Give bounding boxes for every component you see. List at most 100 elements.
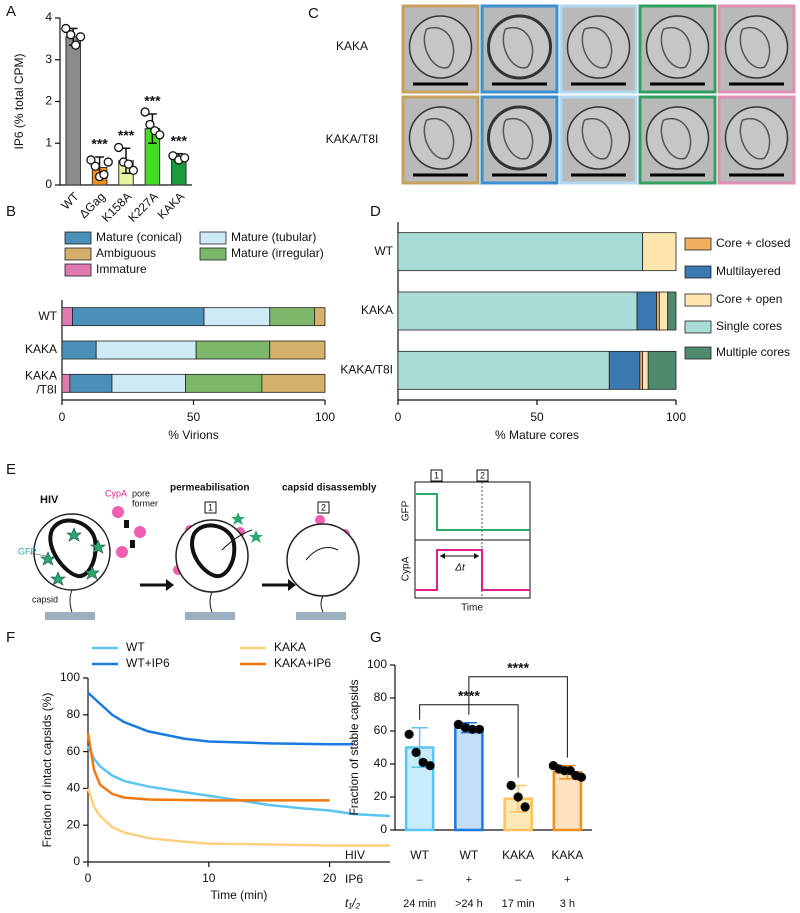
- y-tick-label: 80: [374, 690, 388, 704]
- label: capsid: [32, 594, 58, 604]
- label: CypA: [105, 488, 127, 498]
- panel-letter: F: [6, 629, 15, 646]
- label: 1: [208, 502, 213, 512]
- data-point: [75, 32, 86, 42]
- legend-label: Mature (conical): [96, 230, 182, 244]
- row-value: 3 h: [560, 898, 575, 910]
- bar-segment: [647, 350, 677, 390]
- core-outline: [581, 117, 613, 160]
- legend-swatch: [64, 247, 92, 261]
- y-tick-label: 20: [67, 817, 81, 831]
- bar-segment: [636, 291, 657, 331]
- bar-segment: [656, 291, 660, 331]
- data-point: [506, 780, 516, 791]
- virion-outline: [724, 106, 789, 170]
- y-tick-label: KAKA/T8I: [25, 369, 57, 397]
- data-point: [113, 142, 124, 153]
- bar-segment: [608, 350, 641, 390]
- bar-segment: [61, 340, 97, 360]
- y-axis-label: IP6 (% total CPM): [12, 53, 26, 149]
- bar-segment: [269, 340, 326, 360]
- row-value: –: [515, 874, 522, 886]
- bar: [65, 36, 81, 186]
- label: HIV: [40, 494, 59, 506]
- bar-segment: [261, 373, 326, 393]
- bar-segment: [397, 291, 638, 331]
- data-point: [140, 107, 150, 117]
- significance: ***: [118, 127, 135, 143]
- bar: [552, 771, 583, 832]
- data-point: [103, 157, 113, 167]
- legend-swatch: [684, 237, 712, 251]
- legend-label: Multiple cores: [716, 345, 790, 359]
- row-value: >24 h: [455, 898, 483, 910]
- legend-swatch: [199, 247, 227, 261]
- bar-segment: [642, 350, 649, 390]
- bar-segment: [667, 291, 677, 331]
- x-tick-label: 50: [530, 410, 544, 424]
- row-value: –: [417, 874, 424, 886]
- core-outline: [502, 117, 534, 160]
- x-axis-label: % Mature cores: [495, 428, 579, 442]
- x-tick-label: KAKA: [502, 848, 534, 862]
- x-tick-label: WT: [460, 848, 479, 862]
- y-tick-label: 40: [374, 756, 388, 770]
- bar: [454, 726, 484, 832]
- data-point: [513, 792, 523, 802]
- data-point: [66, 30, 76, 40]
- x-tick-label: 100: [666, 410, 686, 424]
- y-tick-label: KAKA: [25, 342, 57, 356]
- significance: ***: [91, 136, 108, 152]
- legend-label: WT: [126, 640, 145, 654]
- y-tick-label: 0: [380, 822, 387, 836]
- panel-letter: G: [370, 629, 382, 646]
- series-line: [86, 732, 330, 802]
- virion-outline: [645, 15, 710, 79]
- row-label: HIV: [345, 848, 365, 862]
- bar-segment: [658, 291, 669, 331]
- bar-segment: [111, 373, 187, 393]
- series-line: [87, 691, 354, 746]
- inset-plot: 1 2 Δt GFP CypA Time: [401, 469, 531, 614]
- panel-letter: C: [308, 5, 319, 22]
- bar-segment: [639, 350, 644, 390]
- y-tick-label: 3: [45, 52, 52, 66]
- x-tick-label: WT: [410, 848, 429, 862]
- bar-segment: [203, 307, 271, 327]
- x-tick-label: 0: [59, 410, 66, 424]
- data-point: [123, 159, 134, 169]
- bar-segment: [72, 307, 205, 327]
- row-value: +: [466, 874, 472, 886]
- y-tick-label: 100: [60, 670, 80, 684]
- legend-label: Mature (irregular): [231, 246, 324, 260]
- row-label: KAKA: [336, 39, 368, 53]
- y-tick-label: KAKA: [361, 303, 393, 317]
- bar-segment: [61, 307, 73, 327]
- virion-outline: [566, 15, 631, 79]
- label: Time: [461, 603, 483, 614]
- data-point: [90, 161, 100, 171]
- panel-letter: E: [6, 461, 16, 478]
- legend-swatch: [684, 320, 712, 334]
- data-point: [425, 761, 435, 771]
- data-point: [565, 765, 575, 776]
- x-tick-label: 50: [187, 410, 201, 424]
- virion-outline: [645, 106, 710, 170]
- legend-label: Ambiguous: [96, 246, 156, 260]
- x-axis-label: % Virions: [168, 428, 218, 442]
- y-tick-label: 4: [45, 10, 52, 24]
- data-point: [61, 23, 71, 34]
- y-tick-label: 1: [45, 135, 52, 149]
- core-outline: [423, 117, 455, 160]
- data-point: [520, 802, 530, 812]
- y-axis-label: Fraction of stable capsids: [347, 679, 361, 815]
- x-tick-label: 100: [315, 410, 335, 424]
- diagram: HIV GFP capsid CypA pore former perme: [18, 469, 531, 620]
- bar-segment: [61, 373, 71, 393]
- series-line: [86, 788, 390, 847]
- virion-outline: [408, 106, 473, 170]
- legend-label: Core + open: [716, 292, 782, 306]
- virion-outline: [724, 15, 789, 79]
